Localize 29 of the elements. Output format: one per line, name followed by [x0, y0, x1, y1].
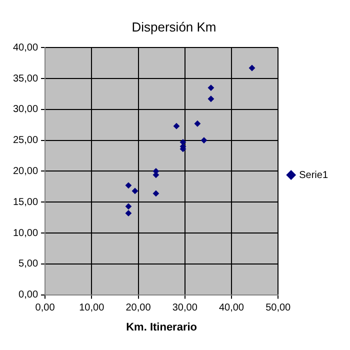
y-tick-label: 5,00 [18, 258, 38, 270]
y-tick-label: 10,00 [12, 228, 38, 239]
point [125, 182, 132, 188]
x-tick-label: 50,00 [266, 302, 292, 314]
point [208, 84, 214, 91]
point [132, 188, 138, 194]
x-tick-label: 20,00 [126, 302, 152, 314]
point [152, 190, 159, 196]
point [194, 120, 200, 127]
legend-label: Serie1 [299, 170, 328, 181]
y-tick-label: 35,00 [12, 73, 38, 84]
point [248, 64, 255, 71]
y-tick-label: 15,00 [12, 196, 38, 208]
chart-title: Dispersión Km [132, 19, 216, 34]
x-tick-label: 40,00 [218, 302, 244, 314]
y-tick-label: 40,00 [12, 42, 38, 54]
x-tick-label: 30,00 [172, 302, 198, 314]
point [125, 210, 132, 216]
point [208, 96, 214, 102]
point [125, 203, 132, 210]
y-tick-label: 30,00 [12, 104, 38, 116]
x-tick-label: 10,00 [79, 302, 105, 314]
point [173, 123, 180, 130]
x-tick-label: 0,00 [35, 302, 56, 314]
x-axis-title: Km. Itinerario [126, 321, 198, 334]
point [200, 137, 207, 144]
y-tick-label: 20,00 [12, 166, 38, 177]
y-tick-label: 25,00 [12, 135, 38, 146]
y-tick-label: 0,00 [18, 290, 38, 301]
